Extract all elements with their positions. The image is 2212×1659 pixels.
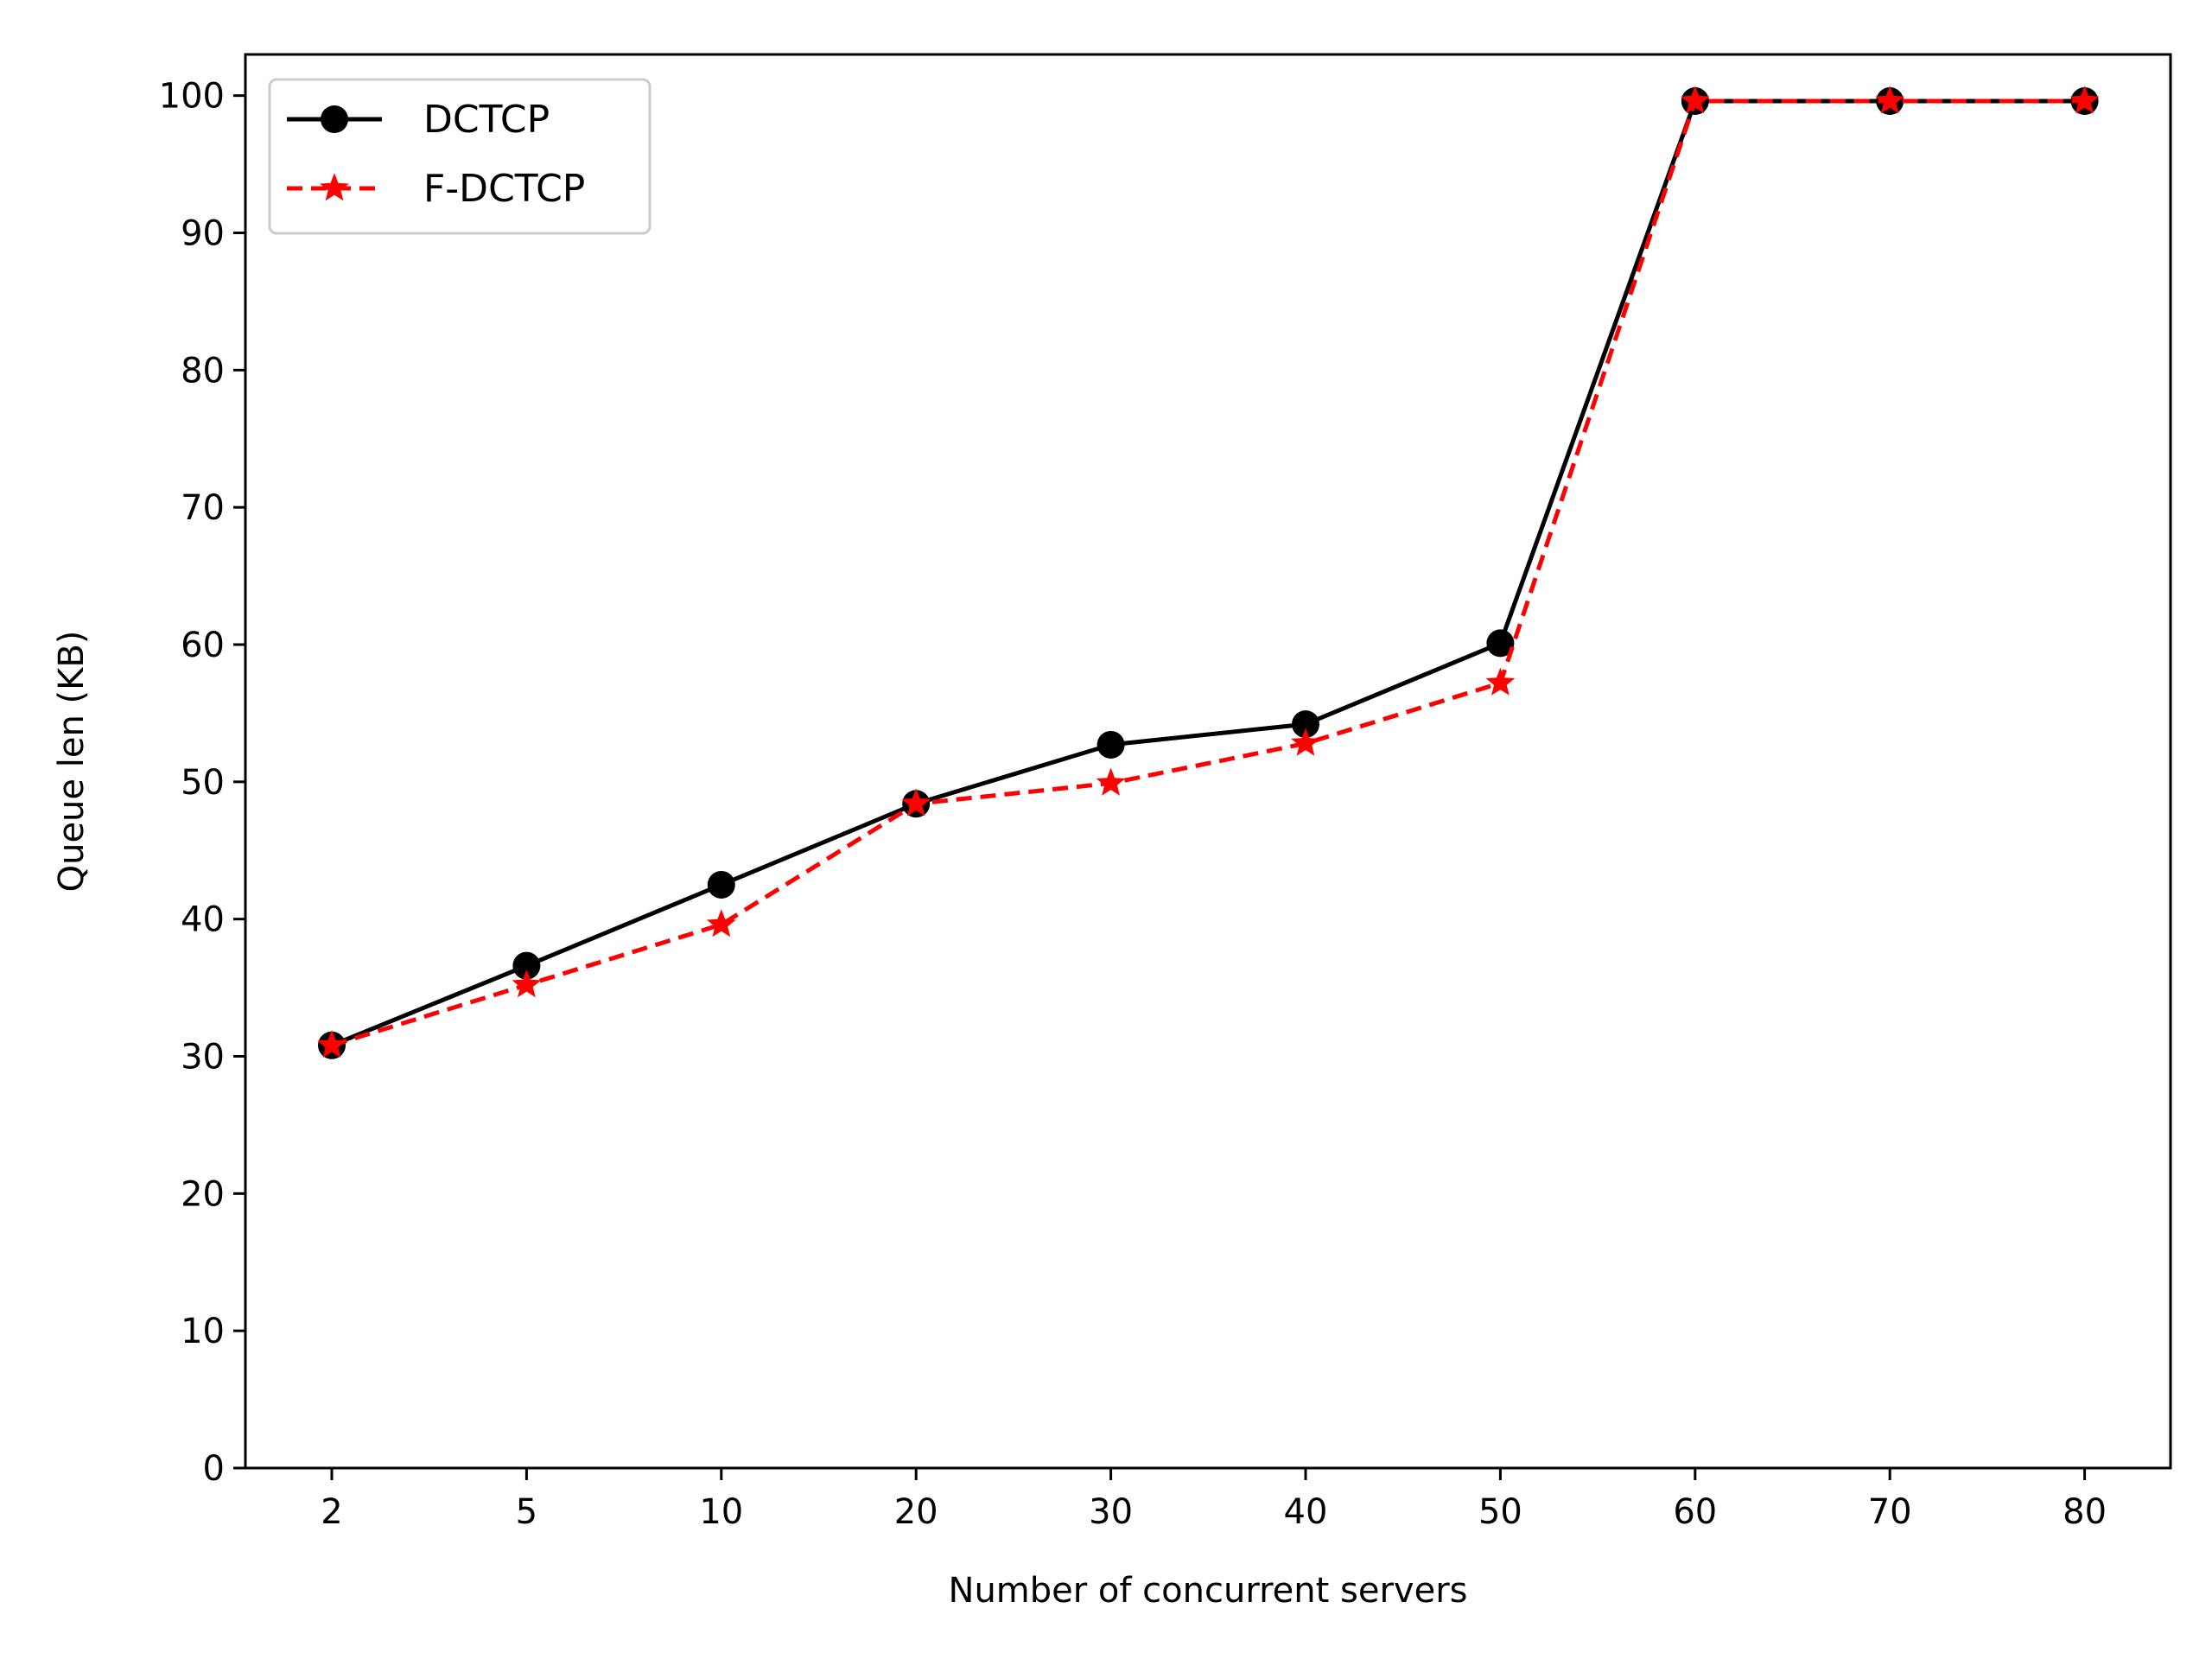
data-point-f-dctcp <box>1875 86 1905 114</box>
y-tick-label: 20 <box>181 1174 225 1214</box>
legend-dctcp-marker <box>321 105 348 133</box>
x-tick-label: 20 <box>894 1492 938 1532</box>
x-axis-ticks: 2 5 10 20 30 40 50 60 70 80 <box>321 1468 2107 1532</box>
x-tick-label: 80 <box>2063 1492 2107 1532</box>
y-tick-label: 60 <box>181 626 225 665</box>
data-point-f-dctcp <box>901 788 931 817</box>
data-point-f-dctcp <box>1291 728 1320 756</box>
legend-fdctcp-label: F-DCTCP <box>423 167 585 211</box>
legend-dctcp-label: DCTCP <box>423 98 550 142</box>
x-tick-label: 50 <box>1478 1492 1522 1532</box>
y-tick-label: 40 <box>181 900 225 940</box>
data-point-f-dctcp <box>1680 86 1710 114</box>
x-tick-label: 70 <box>1868 1492 1912 1532</box>
legend-fdctcp-marker <box>320 173 349 201</box>
y-tick-label: 10 <box>181 1312 225 1351</box>
y-tick-label: 50 <box>181 763 225 803</box>
y-tick-label: 80 <box>181 351 225 391</box>
x-tick-label: 40 <box>1284 1492 1328 1532</box>
series-line-f-dctcp <box>331 99 2085 1048</box>
y-axis-label: Queue len (KB) <box>52 631 92 893</box>
y-axis-ticks: 0 10 20 30 40 50 60 70 80 90 100 <box>159 77 245 1489</box>
data-point-dctcp <box>512 951 541 980</box>
x-tick-label: 5 <box>516 1492 537 1532</box>
data-point-f-dctcp <box>706 909 736 938</box>
x-tick-label: 30 <box>1089 1492 1133 1532</box>
data-point-f-dctcp <box>512 969 542 998</box>
x-tick-label: 60 <box>1673 1492 1717 1532</box>
series-layer <box>317 86 2100 1059</box>
data-point-dctcp <box>1096 730 1125 759</box>
y-tick-label: 90 <box>181 213 225 253</box>
data-point-dctcp <box>707 870 735 899</box>
y-tick-label: 100 <box>159 77 225 117</box>
y-tick-label: 30 <box>181 1037 225 1077</box>
y-tick-label: 0 <box>203 1449 225 1489</box>
legend: DCTCP F-DCTCP <box>268 78 652 235</box>
data-point-dctcp <box>1292 710 1319 739</box>
x-tick-label: 10 <box>699 1492 743 1532</box>
data-point-f-dctcp <box>2069 86 2100 114</box>
data-point-f-dctcp <box>1485 667 1516 696</box>
x-tick-label: 2 <box>321 1492 342 1532</box>
data-point-f-dctcp <box>317 1030 346 1058</box>
x-axis-label: Number of concurrent servers <box>949 1571 1468 1611</box>
data-point-dctcp <box>1486 629 1515 658</box>
data-point-f-dctcp <box>1096 767 1126 796</box>
y-tick-label: 70 <box>181 488 225 528</box>
